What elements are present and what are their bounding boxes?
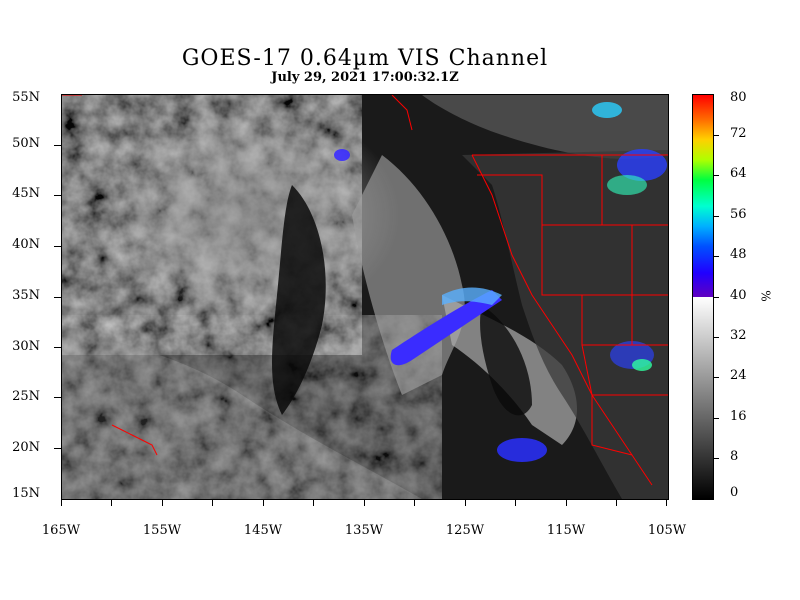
colorbar-label-64: 64 — [730, 166, 747, 181]
colorbar-tick — [713, 216, 719, 217]
lat-tick — [54, 347, 61, 348]
lon-tick — [666, 498, 667, 506]
colorbar-unit: % — [758, 290, 773, 302]
land-area — [462, 150, 668, 499]
lon-label-155w: 155W — [142, 523, 182, 538]
colorbar-tick — [713, 175, 719, 176]
high-reflectance-patches — [334, 102, 667, 462]
colorbar-label-24: 24 — [730, 368, 747, 383]
lat-tick — [54, 397, 61, 398]
colorbar-label-32: 32 — [730, 328, 747, 343]
lon-tick — [162, 498, 163, 506]
lon-tick — [515, 498, 516, 506]
lat-tick — [54, 145, 61, 146]
colorbar-label-72: 72 — [730, 126, 747, 141]
map-timestamp: July 29, 2021 17:00:32.1Z — [271, 70, 459, 85]
lon-tick — [364, 498, 365, 506]
lat-label-35n: 35N — [12, 288, 40, 303]
colorbar-label-16: 16 — [730, 409, 747, 424]
colorbar-low-range — [693, 297, 713, 499]
colorbar-tick — [713, 256, 719, 257]
lat-label-25n: 25N — [12, 389, 40, 404]
colorbar-tick — [713, 418, 719, 419]
map-title: GOES-17 0.64µm VIS Channel — [181, 46, 549, 71]
lat-label-50n: 50N — [12, 136, 40, 151]
lon-tick — [212, 498, 213, 506]
colorbar-tick — [713, 337, 719, 338]
lon-label-165w: 165W — [41, 523, 81, 538]
lat-tick — [54, 246, 61, 247]
colorbar-label-40: 40 — [730, 288, 747, 303]
lon-tick — [414, 498, 415, 506]
colorbar-tick — [713, 297, 719, 298]
lon-tick — [61, 498, 62, 506]
satellite-image-canvas — [62, 95, 668, 499]
lon-tick — [263, 498, 264, 506]
lon-label-115w: 115W — [546, 523, 586, 538]
lat-label-20n: 20N — [12, 440, 40, 455]
lon-label-145w: 145W — [243, 523, 283, 538]
colorbar-tick — [713, 377, 719, 378]
lon-label-125w: 125W — [445, 523, 485, 538]
colorbar-label-8: 8 — [730, 449, 739, 464]
lon-label-105w: 105W — [647, 523, 687, 538]
colorbar-high-range — [693, 95, 713, 297]
colorbar-tick — [713, 135, 719, 136]
colorbar-label-80: 80 — [730, 90, 747, 105]
lat-label-15n: 15N — [12, 486, 40, 501]
lat-tick — [54, 297, 61, 298]
colorbar-label-48: 48 — [730, 247, 747, 262]
lon-tick — [313, 498, 314, 506]
clear-sky-regions — [272, 185, 532, 416]
political-borders — [62, 95, 668, 486]
lon-tick — [465, 498, 466, 506]
colorbar-tick — [713, 458, 719, 459]
colorbar — [692, 94, 714, 500]
lon-tick — [616, 498, 617, 506]
lat-label-45n: 45N — [12, 186, 40, 201]
lat-label-55n: 55N — [12, 90, 40, 105]
lat-tick — [54, 448, 61, 449]
lat-tick — [54, 195, 61, 196]
lat-label-30n: 30N — [12, 339, 40, 354]
lon-label-135w: 135W — [344, 523, 384, 538]
lon-tick — [566, 498, 567, 506]
colorbar-label-56: 56 — [730, 207, 747, 222]
lon-tick — [111, 498, 112, 506]
satellite-image[interactable] — [61, 94, 669, 500]
colorbar-label-0: 0 — [730, 485, 739, 500]
lat-label-40n: 40N — [12, 237, 40, 252]
